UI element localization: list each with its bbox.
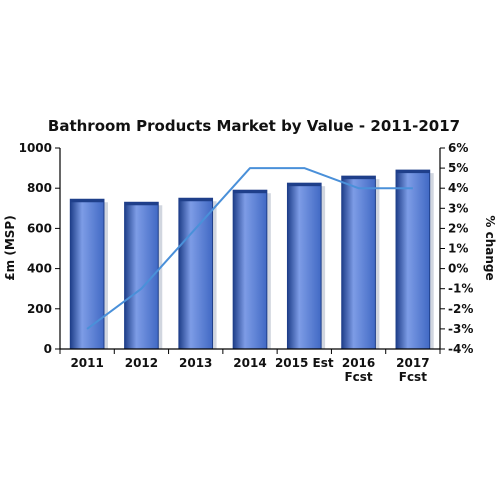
y-right-tick-label: 0% [448, 262, 468, 276]
y-right-tick-label: 4% [448, 181, 468, 195]
x-tick-label-line: 2016 [342, 356, 375, 370]
y-right-tick-label: -2% [448, 302, 473, 316]
bar [286, 182, 322, 350]
x-tick-label-line: 2011 [70, 356, 103, 370]
y-right-tick-label: 1% [448, 242, 468, 256]
x-tick-label: 2013 [179, 356, 212, 370]
y-right-tick-label: -3% [448, 322, 473, 336]
y-right-tick-label: 6% [448, 141, 468, 155]
bar [232, 189, 268, 350]
y-left-tick-label: 800 [27, 181, 52, 195]
chart-title: Bathroom Products Market by Value - 2011… [48, 117, 460, 135]
bar-cap [341, 176, 376, 180]
bar-cap [124, 202, 159, 206]
bar [341, 175, 376, 350]
x-tick-label: 2014 [233, 356, 266, 370]
x-tick-label: 2012 [125, 356, 158, 370]
x-tick-label: 2016 Fcst [342, 356, 375, 384]
y-right-tick-label: -1% [448, 282, 473, 296]
y-right-tick-label: 5% [448, 161, 468, 175]
bars-layer [69, 169, 434, 350]
x-tick-label-line: Fcst [344, 370, 372, 384]
x-tick-label: 2015 Est [275, 356, 334, 370]
bar-cap [287, 183, 322, 187]
y-left-tick-label: 1000 [19, 141, 52, 155]
y-left-tick-label: 200 [27, 302, 52, 316]
y-right-tick-label: -4% [448, 342, 473, 356]
bar-cap [70, 199, 104, 203]
bar [69, 198, 105, 350]
bar-cap [233, 190, 267, 194]
bar [178, 197, 214, 350]
y-left-tick-label: 0 [44, 342, 52, 356]
line-layer [86, 167, 413, 330]
axes-layer: 0 200 400 600 800 1000 -4% -3% -2% -1% 0% 1% 2% 3% 4% 5… [19, 141, 474, 384]
y-left-tick-label: 600 [27, 221, 52, 235]
y-right-tick-label: 3% [448, 201, 468, 215]
x-tick-label: 2017 Fcst [396, 356, 429, 384]
y-left-tick-label: 400 [27, 262, 52, 276]
pct-change-line [86, 167, 413, 330]
bar-cap [396, 170, 430, 174]
x-tick-label-line: 2017 [396, 356, 429, 370]
bar [395, 169, 431, 350]
y-right-axis-title: % change [483, 215, 497, 280]
x-tick-label-line: 2014 [233, 356, 266, 370]
x-tick-label-line: 2015 Est [275, 356, 334, 370]
y-right-tick-label: 2% [448, 221, 468, 235]
x-tick-label-line: 2012 [125, 356, 158, 370]
bar-cap [178, 198, 213, 202]
y-left-axis-title: £m (MSP) [3, 215, 17, 280]
x-tick-label: 2011 [70, 356, 103, 370]
x-tick-label-line: Fcst [399, 370, 427, 384]
x-tick-label-line: 2013 [179, 356, 212, 370]
